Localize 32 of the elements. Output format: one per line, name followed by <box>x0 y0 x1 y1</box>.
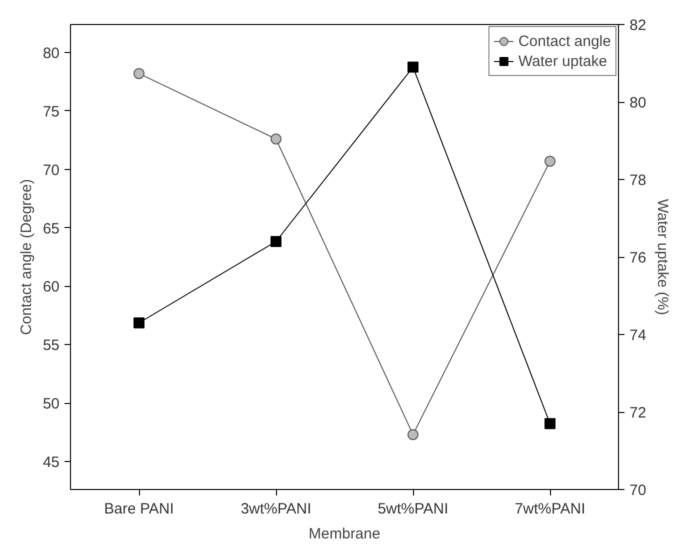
y2-tick-label: 72 <box>630 404 646 422</box>
y2-tick-label: 74 <box>630 327 646 344</box>
y-tick-label: 55 <box>42 337 60 354</box>
x-tick-label: 3wt%PANI <box>240 500 312 518</box>
point <box>134 68 144 80</box>
y2-tick-label: 82 <box>630 17 646 34</box>
legend-label: Contact angle <box>518 32 611 50</box>
y-tick-label: 50 <box>42 396 60 413</box>
point <box>544 156 556 167</box>
y-tick-label: 80 <box>42 45 60 62</box>
point <box>134 317 144 328</box>
point <box>544 418 556 430</box>
y-tick-label: 70 <box>42 162 60 179</box>
y-tick-label: 75 <box>42 103 60 120</box>
point <box>270 236 282 247</box>
y2-tick-label: 70 <box>630 482 646 499</box>
y-axis-title: Contact angle (Degree) <box>18 179 35 335</box>
point <box>270 134 282 144</box>
y2-axis-title: Water uptake (%) <box>654 198 672 316</box>
legend-label: Water uptake <box>518 52 608 70</box>
y2-tick-label: 76 <box>630 250 646 266</box>
point <box>408 429 418 440</box>
x-tick-label: 7wt%PANI <box>514 500 586 518</box>
y-tick-label: 45 <box>42 454 60 471</box>
y-tick-label: 65 <box>42 220 60 238</box>
y-tick-label: 60 <box>42 278 60 296</box>
point <box>408 62 418 73</box>
x-tick-label: Bare PANI <box>104 500 174 518</box>
x-tick-label: 5wt%PANI <box>378 500 448 518</box>
y2-tick-label: 80 <box>630 94 646 112</box>
x-axis-title: Membrane <box>308 526 380 542</box>
y2-tick-label: 78 <box>630 172 646 189</box>
